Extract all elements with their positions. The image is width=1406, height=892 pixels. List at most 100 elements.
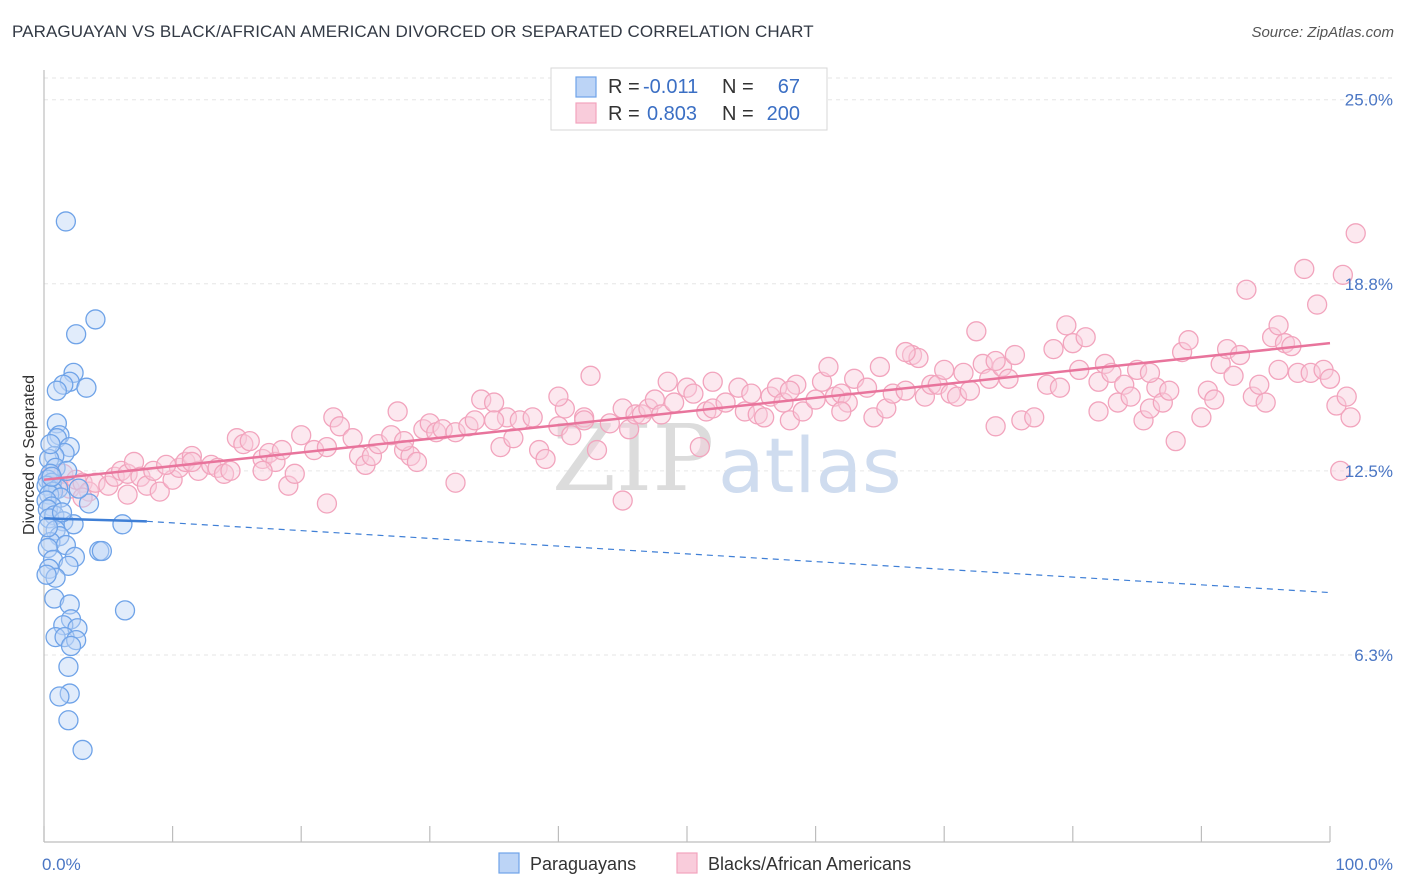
data-point: [1062, 333, 1083, 354]
data-point: [1345, 223, 1366, 244]
data-point: [895, 380, 916, 401]
data-point: [181, 451, 203, 473]
data-point: [58, 656, 79, 677]
data-point: [561, 425, 582, 446]
y-axis-title: Divorced or Separated: [21, 375, 38, 535]
data-point: [278, 475, 299, 496]
data-point: [162, 469, 183, 490]
data-point: [869, 356, 891, 378]
legend-n-label-1: N =: [722, 76, 754, 98]
trend-line-blacks: [43, 341, 1331, 481]
data-point: [136, 475, 158, 496]
data-point: [1330, 460, 1351, 481]
data-point: [831, 401, 852, 422]
data-point: [432, 419, 453, 440]
data-point: [1191, 407, 1212, 428]
data-point: [676, 377, 698, 398]
data-point: [908, 347, 929, 369]
data-point: [85, 309, 106, 330]
data-point: [1107, 392, 1128, 413]
data-point: [683, 383, 704, 404]
grid-lines: [44, 77, 1392, 656]
legend-n-value-2: 200: [767, 103, 800, 125]
trend-line-paraguayans-solid: [43, 517, 147, 523]
data-point: [36, 564, 57, 585]
data-point: [1178, 330, 1199, 351]
data-point: [1340, 407, 1361, 428]
data-point: [78, 493, 100, 514]
data-point: [1255, 392, 1276, 413]
bottom-legend-swatch-paraguayans: [498, 852, 520, 874]
data-point: [1229, 344, 1251, 366]
data-point: [991, 356, 1013, 378]
data-point: [728, 377, 749, 398]
data-point: [811, 371, 833, 392]
data-point: [284, 463, 305, 484]
data-point: [400, 445, 421, 467]
data-point: [49, 686, 70, 707]
data-point: [766, 377, 788, 398]
data-point: [1133, 410, 1154, 431]
data-point: [959, 380, 981, 401]
data-point: [114, 600, 136, 621]
data-point: [1268, 359, 1289, 381]
legend-r-label-2: R =: [608, 103, 640, 125]
legend-swatch-paraguayans: [575, 76, 597, 98]
data-point: [1024, 407, 1045, 428]
data-point: [66, 324, 87, 345]
data-point: [1300, 362, 1321, 384]
bottom-legend-swatch-blacks: [676, 852, 698, 874]
legend-swatch-blacks: [575, 102, 597, 124]
data-point: [618, 419, 640, 440]
y-tick-label: 12.5%: [1345, 462, 1393, 481]
data-point: [625, 404, 646, 425]
data-point: [239, 431, 260, 452]
data-point: [1139, 398, 1161, 419]
data-point: [58, 555, 79, 577]
data-point: [535, 448, 556, 470]
data-point: [68, 478, 89, 499]
data-point: [946, 386, 968, 407]
data-point: [91, 540, 113, 562]
data-point: [1249, 374, 1270, 395]
data-point: [496, 407, 518, 428]
data-point: [59, 594, 80, 615]
data-point: [573, 410, 595, 431]
data-point: [1204, 389, 1225, 410]
data-point: [316, 436, 338, 458]
data-point: [1075, 327, 1096, 348]
data-point: [1011, 410, 1032, 431]
data-point: [856, 377, 878, 398]
data-point: [464, 410, 485, 431]
data-point: [966, 321, 987, 342]
data-point: [143, 460, 164, 481]
data-point: [934, 359, 955, 381]
data-point: [741, 383, 762, 404]
data-point: [1043, 338, 1064, 360]
data-point: [663, 392, 685, 413]
trend-lines: [43, 341, 1331, 594]
series-blacks-african-americans: [40, 223, 1366, 514]
data-point: [953, 362, 974, 384]
data-point: [226, 428, 248, 449]
data-point: [972, 353, 993, 375]
axes: [43, 70, 1331, 843]
data-point: [1236, 279, 1257, 300]
data-point: [53, 374, 74, 395]
series-paraguayans: [36, 211, 136, 761]
data-point: [381, 425, 402, 446]
legend-n-value-1: 67: [778, 76, 800, 98]
legend-box: [550, 67, 828, 131]
data-point: [876, 398, 897, 419]
data-point: [117, 484, 138, 505]
data-point: [779, 380, 801, 401]
data-point: [329, 416, 350, 437]
data-point: [72, 739, 93, 761]
data-point: [1223, 365, 1244, 386]
data-point: [46, 413, 68, 434]
data-point: [168, 457, 190, 479]
data-point: [985, 416, 1006, 437]
data-point: [1049, 377, 1071, 398]
data-point: [1152, 392, 1173, 413]
